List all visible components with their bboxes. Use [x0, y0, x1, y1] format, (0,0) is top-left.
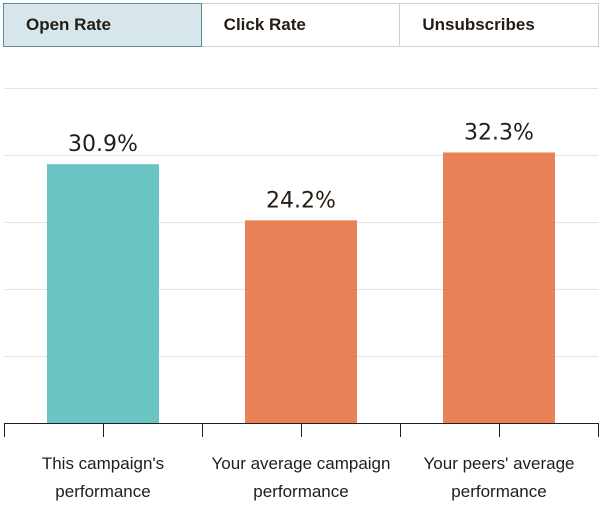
tab-open-rate[interactable]: Open Rate — [3, 3, 202, 47]
tab-unsubscribes[interactable]: Unsubscribes — [400, 3, 600, 47]
category-label: Your peers' average — [424, 454, 575, 473]
category-label: Your average campaign — [212, 454, 391, 473]
category-label: This campaign's — [42, 454, 164, 473]
metric-tabs: Open Rate Click Rate Unsubscribes — [3, 3, 600, 47]
bar-value-label: 30.9% — [68, 132, 138, 157]
category-label: performance — [253, 482, 348, 501]
bar-value-label: 32.3% — [464, 120, 534, 145]
bar-2 — [245, 220, 357, 423]
bar-value-label: 24.2% — [266, 188, 336, 213]
category-label: performance — [55, 482, 150, 501]
performance-bar-chart: 30.9% 24.2% 32.3% This campaign's performanc… — [4, 88, 599, 501]
bar-3 — [443, 152, 555, 424]
category-label: performance — [451, 482, 546, 501]
bar-1 — [47, 164, 159, 423]
tab-click-rate[interactable]: Click Rate — [201, 3, 401, 47]
